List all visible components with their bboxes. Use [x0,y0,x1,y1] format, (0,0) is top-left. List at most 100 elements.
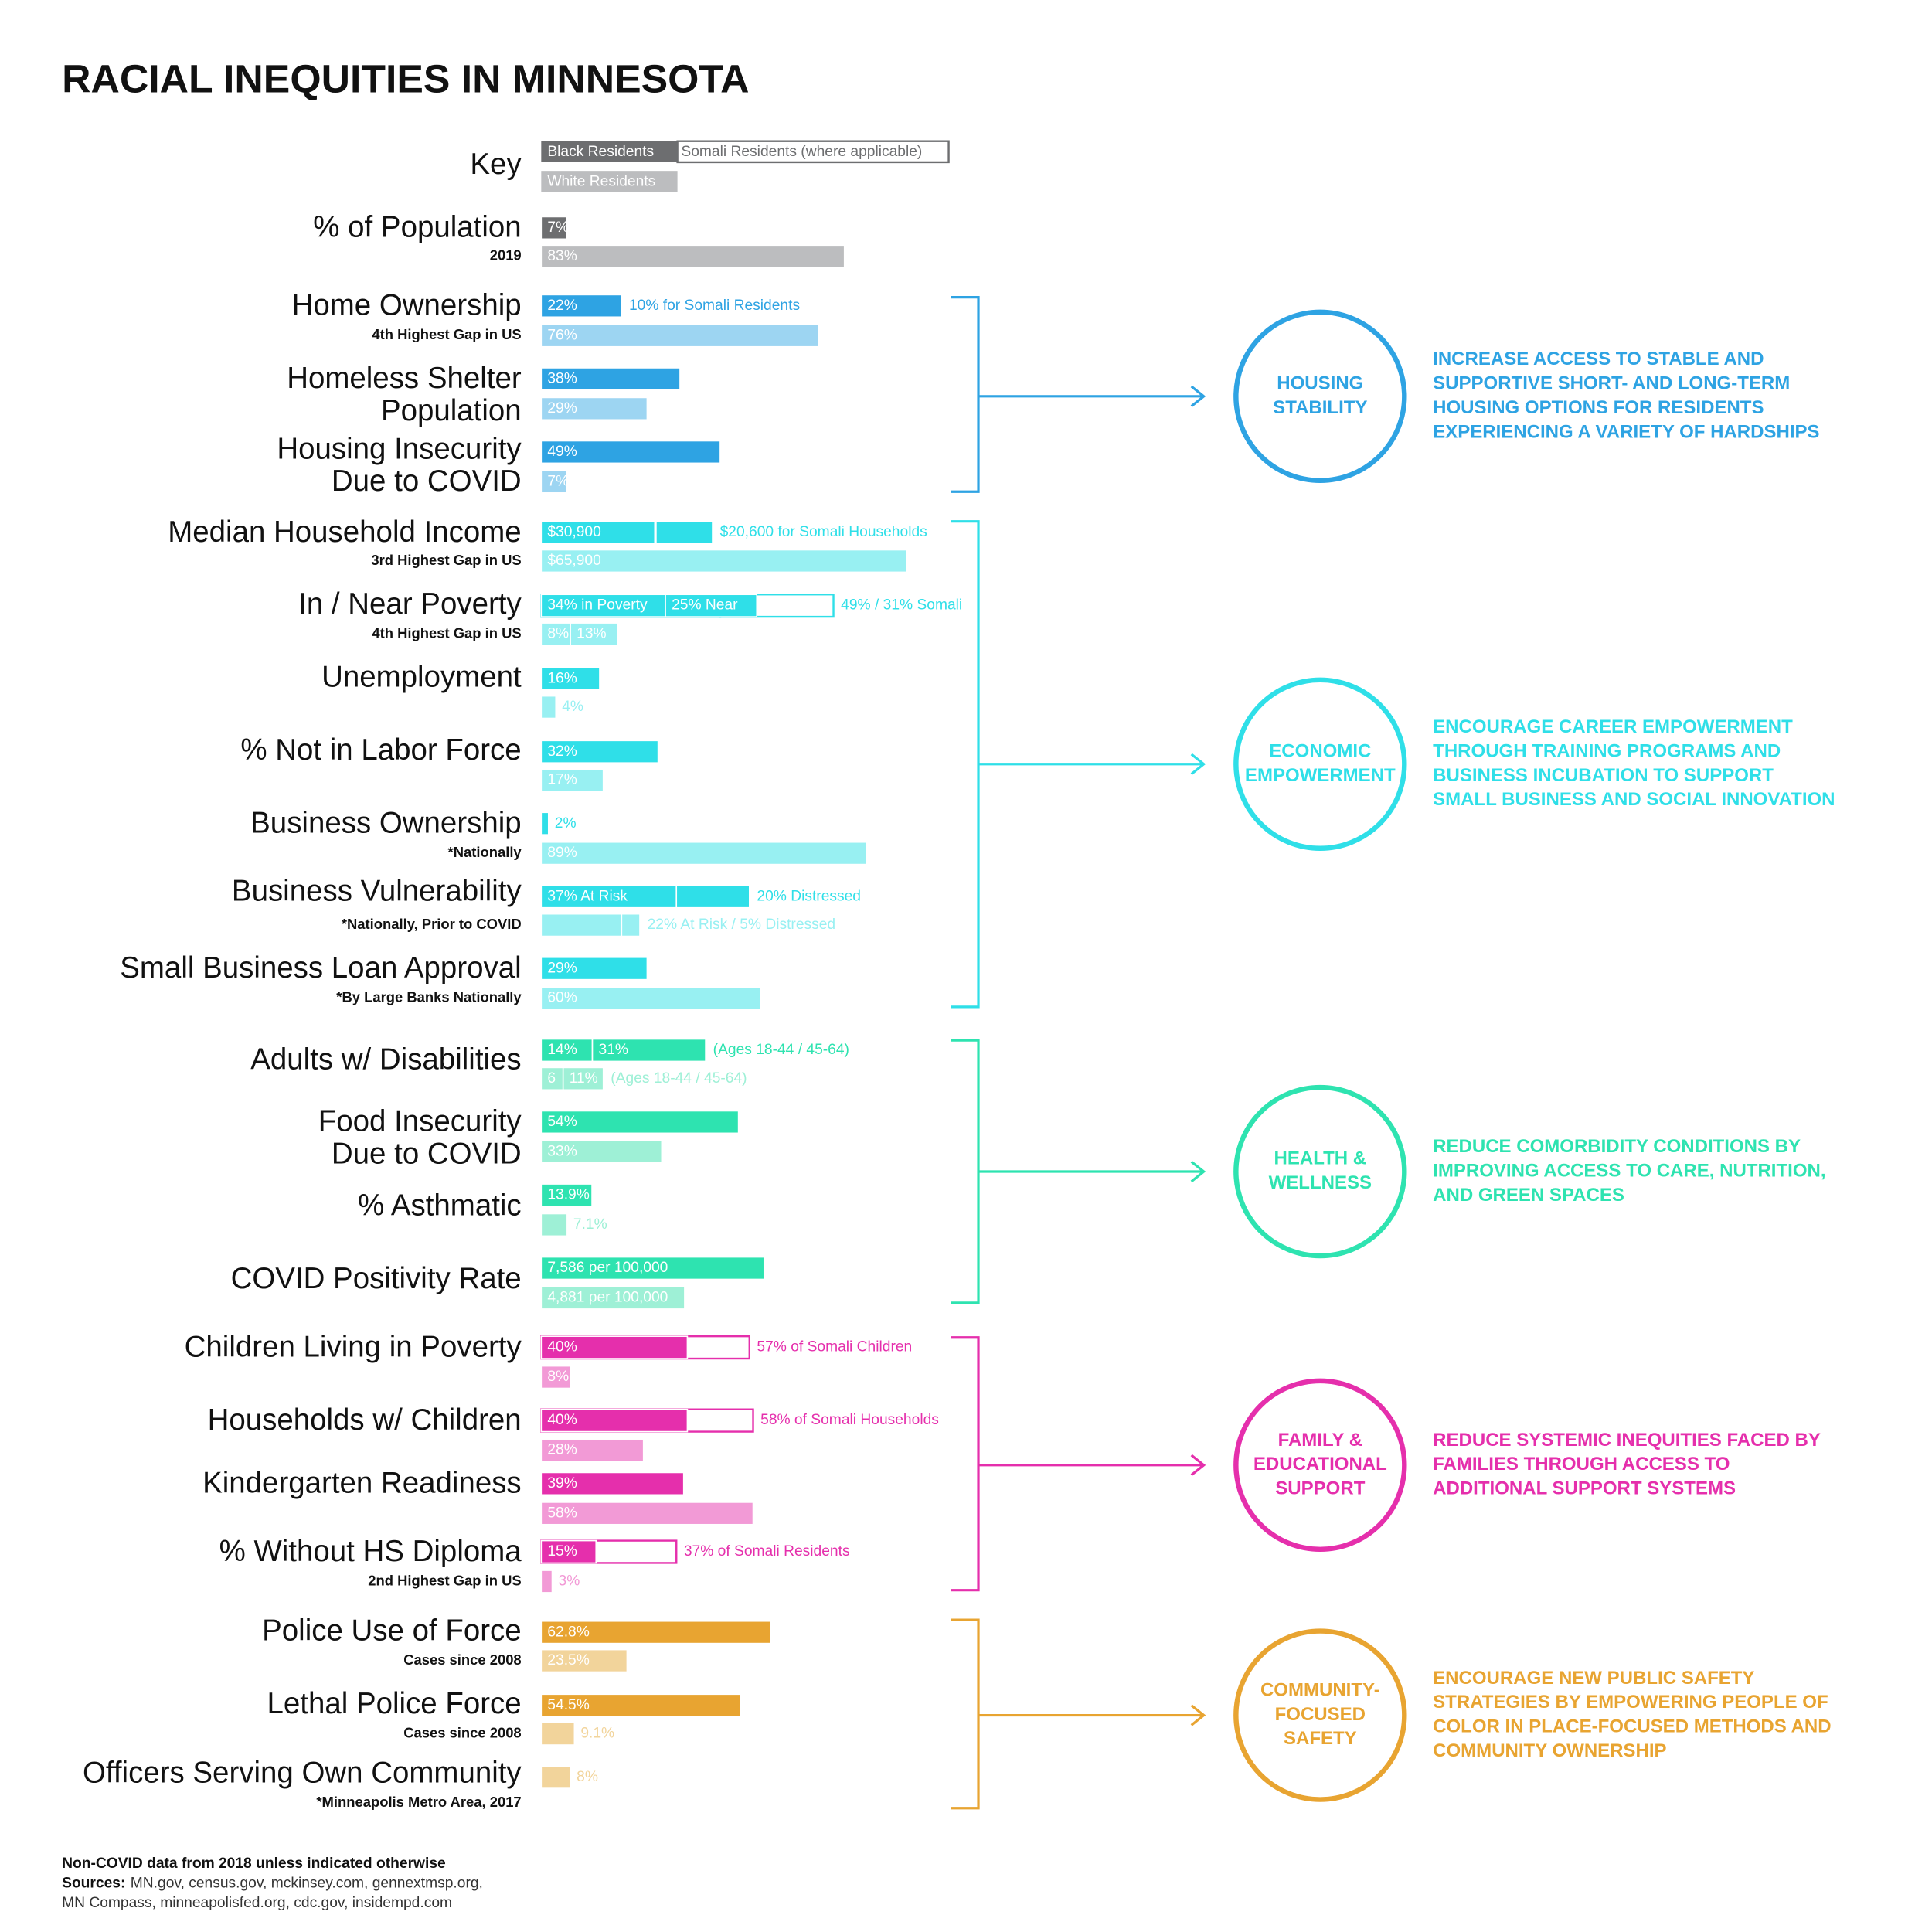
value-label: 9.1% [580,1726,614,1742]
sources-label: Sources: [62,1876,125,1892]
group-text: EXPERIENCING A VARIETY OF HARDSHIPS [1433,421,1819,442]
group-circle [1233,309,1407,483]
value-label: 34% in Poverty [547,597,648,614]
value-label: 8% [577,1769,598,1785]
value-label: 33% [547,1143,577,1159]
row-label: Due to COVID [332,464,522,498]
group-title: WELLNESS [1269,1172,1372,1193]
row-label: % Asthmatic [358,1189,522,1223]
group-text: REDUCE COMORBIDITY CONDITIONS BY [1433,1136,1801,1157]
row-sublabel: 3rd Highest Gap in US [371,552,521,568]
bar-note: 20% Distressed [757,888,861,904]
bar [562,1066,604,1091]
bar [540,1365,571,1389]
bar [540,520,713,545]
arrow [978,1454,1206,1476]
group-title: SUPPORT [1275,1478,1365,1498]
arrow [978,385,1206,407]
row-sublabel: 2nd Highest Gap in US [368,1572,521,1588]
bar [540,1213,568,1237]
group-text: INCREASE ACCESS TO STABLE AND [1433,349,1764,369]
row-label: Children Living in Poverty [185,1330,522,1363]
group-text: REDUCE SYSTEMIC INEQUITIES FACED BY [1433,1430,1821,1451]
value-label: 29% [547,960,577,976]
bar [540,768,604,792]
row-label: COVID Positivity Rate [231,1262,522,1295]
value-label: 83% [547,248,577,264]
value-label: 89% [547,845,577,861]
row-sublabel: *Minneapolis Metro Area, 2017 [316,1794,521,1810]
group-text: SUPPORTIVE SHORT- AND LONG-TERM [1433,372,1790,393]
bar [540,956,648,981]
bar [540,324,820,348]
row-label: Kindergarten Readiness [202,1467,522,1500]
bar [540,1693,741,1717]
group-circle [1233,1628,1407,1802]
row-sublabel: *By Large Banks Nationally [336,989,522,1005]
group-text: BUSINESS INCUBATION TO SUPPORT [1433,765,1774,786]
bar [540,1471,685,1496]
group-text: THROUGH TRAINING PROGRAMS AND [1433,740,1781,761]
row-label: Home Ownership [292,289,522,322]
row-label: Homeless Shelter [287,362,522,395]
sources-text: MN.gov, census.gov, mckinsey.com, gennex… [131,1876,483,1892]
value-label: 60% [547,990,577,1006]
value-label: 54.5% [547,1697,590,1713]
value-label: 8% [547,626,569,642]
bar-note: 10% for Somali Residents [629,298,800,314]
footer-note: Non-COVID data from 2018 unless indicate… [62,1855,446,1872]
bar [540,1256,765,1281]
bar [591,1038,706,1063]
key-label: Key [470,148,522,181]
group-circle [1233,1378,1407,1553]
value-label: 23.5% [547,1652,590,1668]
row-label: Officers Serving Own Community [83,1757,522,1790]
bar-note: (Ages 18-44 / 45-64) [611,1070,747,1087]
bar [540,1038,594,1063]
bar [540,1438,645,1462]
row-label: Households w/ Children [208,1403,522,1437]
group-text: ENCOURAGE NEW PUBLIC SAFETY [1433,1668,1754,1689]
group-text: FAMILIES THROUGH ACCESS TO [1433,1454,1730,1475]
value-label: 22% [547,298,577,314]
value-label: 28% [547,1442,577,1458]
bar-note: 49% / 31% Somali [841,597,962,614]
bar [540,294,623,318]
footer-sources: MN Compass, minneapolisfed.org, cdc.gov,… [62,1895,452,1911]
bar [540,440,721,464]
bar-note: 57% of Somali Children [757,1339,912,1355]
row-label: Unemployment [321,660,522,693]
footer-sources: Sources: MN.gov, census.gov, mckinsey.com… [62,1876,483,1892]
value-label: 16% [547,670,577,686]
bracket [951,520,980,1009]
value-label: 7.1% [573,1216,607,1233]
bar [540,1722,576,1746]
key-white-label: White Residents [547,174,655,190]
bar [540,885,678,909]
row-sublabel: 4th Highest Gap in US [372,624,521,641]
arrow [978,753,1206,775]
row-sublabel: *Nationally [448,844,522,860]
value-label: 29% [547,400,577,417]
bar [540,396,648,421]
group-text: COMMUNITY OWNERSHIP [1433,1740,1666,1761]
row-sublabel: *Nationally, Prior to COVID [342,916,522,932]
bar [540,913,623,937]
bar-note: 37% of Somali Residents [684,1543,850,1560]
value-label: 2% [555,815,577,832]
bar [540,695,557,719]
key-black-swatch [541,141,678,162]
bar [540,470,568,494]
group-circle [1233,1084,1407,1259]
bracket [951,1039,980,1304]
group-text: STRATEGIES BY EMPOWERING PEOPLE OF [1433,1692,1828,1713]
row-label: Food Insecurity [318,1105,522,1138]
bar [540,1765,571,1789]
group-title: HOUSING [1277,373,1363,394]
bracket [951,1336,980,1592]
bar [540,1648,628,1673]
bar [540,1620,772,1645]
bar [540,986,761,1010]
bar [540,1286,685,1310]
value-label: 6 [547,1070,556,1087]
